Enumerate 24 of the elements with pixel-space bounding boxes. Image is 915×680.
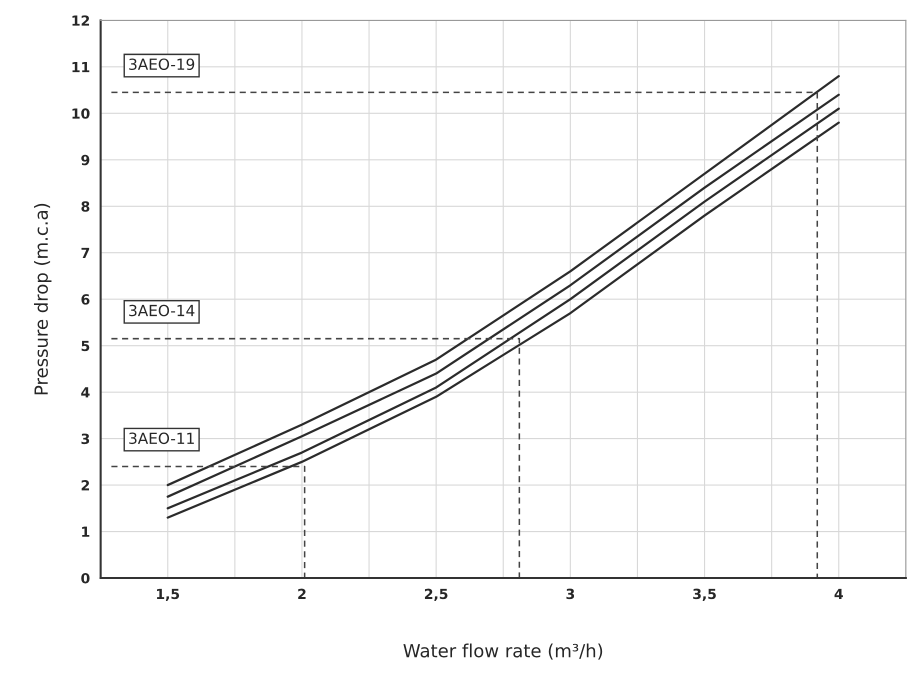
y-tick-label: 12: [72, 15, 90, 26]
y-tick-label: 10: [72, 108, 90, 119]
y-tick-label: 3: [82, 434, 90, 444]
y-tick-label: 9: [81, 154, 90, 166]
x-tick-label: 4: [834, 588, 843, 599]
x-tick-label: 1,5: [157, 588, 180, 601]
y-tick-label: 4: [81, 387, 90, 398]
y-tick-label: 0: [81, 572, 90, 584]
x-tick-label: 3: [566, 588, 574, 600]
y-tick-label: 6: [81, 294, 90, 305]
y-tick-label: 11: [72, 62, 90, 72]
x-tick-label: 2,5: [424, 588, 448, 601]
y-tick-label: 2: [82, 480, 90, 490]
y-axis-title: Pressure drop (m.c.a): [34, 204, 52, 394]
x-tick-label: 2: [298, 588, 306, 599]
y-tick-label: 5: [82, 340, 90, 352]
x-axis-title: Water flow rate (m³/h): [403, 644, 602, 660]
y-tick-label: 8: [81, 201, 90, 212]
y-tick-label: 1: [82, 526, 90, 537]
series-label: 3AEO-14: [129, 304, 194, 316]
y-tick-label: 7: [82, 248, 90, 258]
series-label: 3AEO-11: [129, 432, 194, 444]
series-label: 3AEO-19: [129, 58, 194, 70]
x-tick-label: 3,5: [693, 588, 716, 601]
